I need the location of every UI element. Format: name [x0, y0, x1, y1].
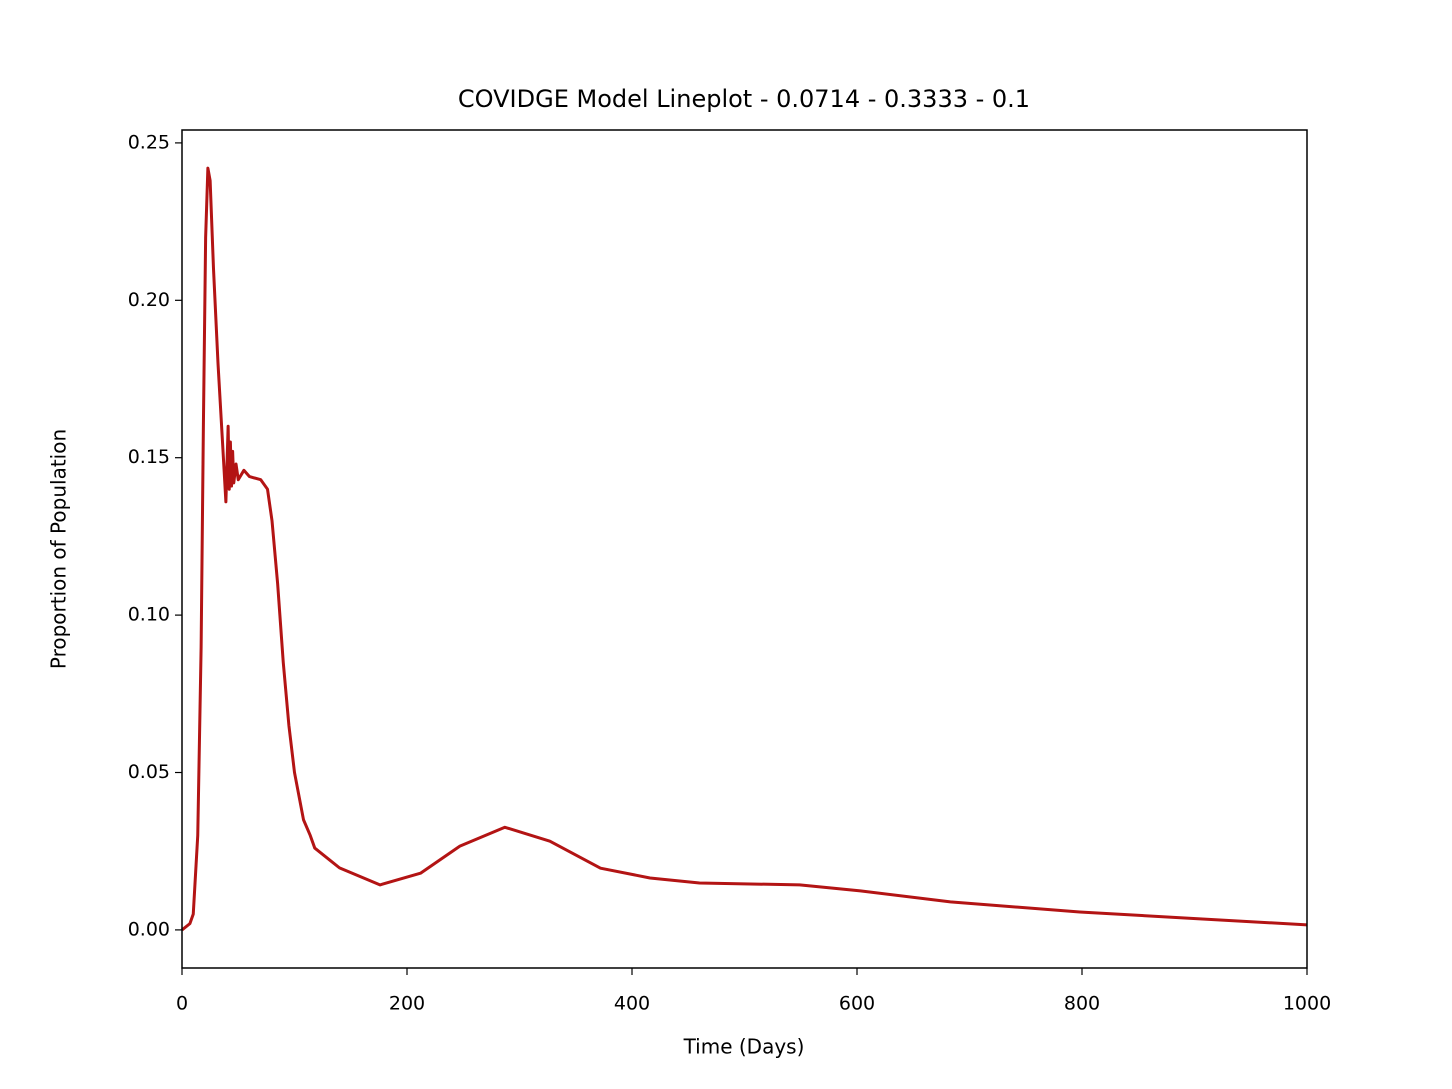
data-line: [181, 166, 1308, 932]
x-tick-label: 600: [839, 993, 875, 1015]
y-axis-label: Proportion of Population: [47, 429, 71, 669]
x-tick-label: 400: [614, 993, 650, 1015]
y-tick-label: 0.15: [128, 446, 170, 468]
y-tick-label: 0.05: [128, 761, 170, 783]
x-axis-label: Time (Days): [683, 1035, 805, 1059]
chart-title: COVIDGE Model Lineplot - 0.0714 - 0.3333…: [458, 85, 1030, 113]
x-tick-label: 1000: [1283, 993, 1331, 1015]
y-tick-label: 0.10: [128, 604, 170, 626]
x-tick-label: 200: [389, 993, 425, 1015]
y-tick-label: 0.00: [128, 918, 170, 940]
plot-frame: [181, 129, 1308, 969]
y-tick-label: 0.25: [128, 131, 170, 153]
y-tick-label: 0.20: [128, 289, 170, 311]
x-tick-label: 0: [176, 993, 188, 1015]
x-tick-label: 800: [1064, 993, 1100, 1015]
